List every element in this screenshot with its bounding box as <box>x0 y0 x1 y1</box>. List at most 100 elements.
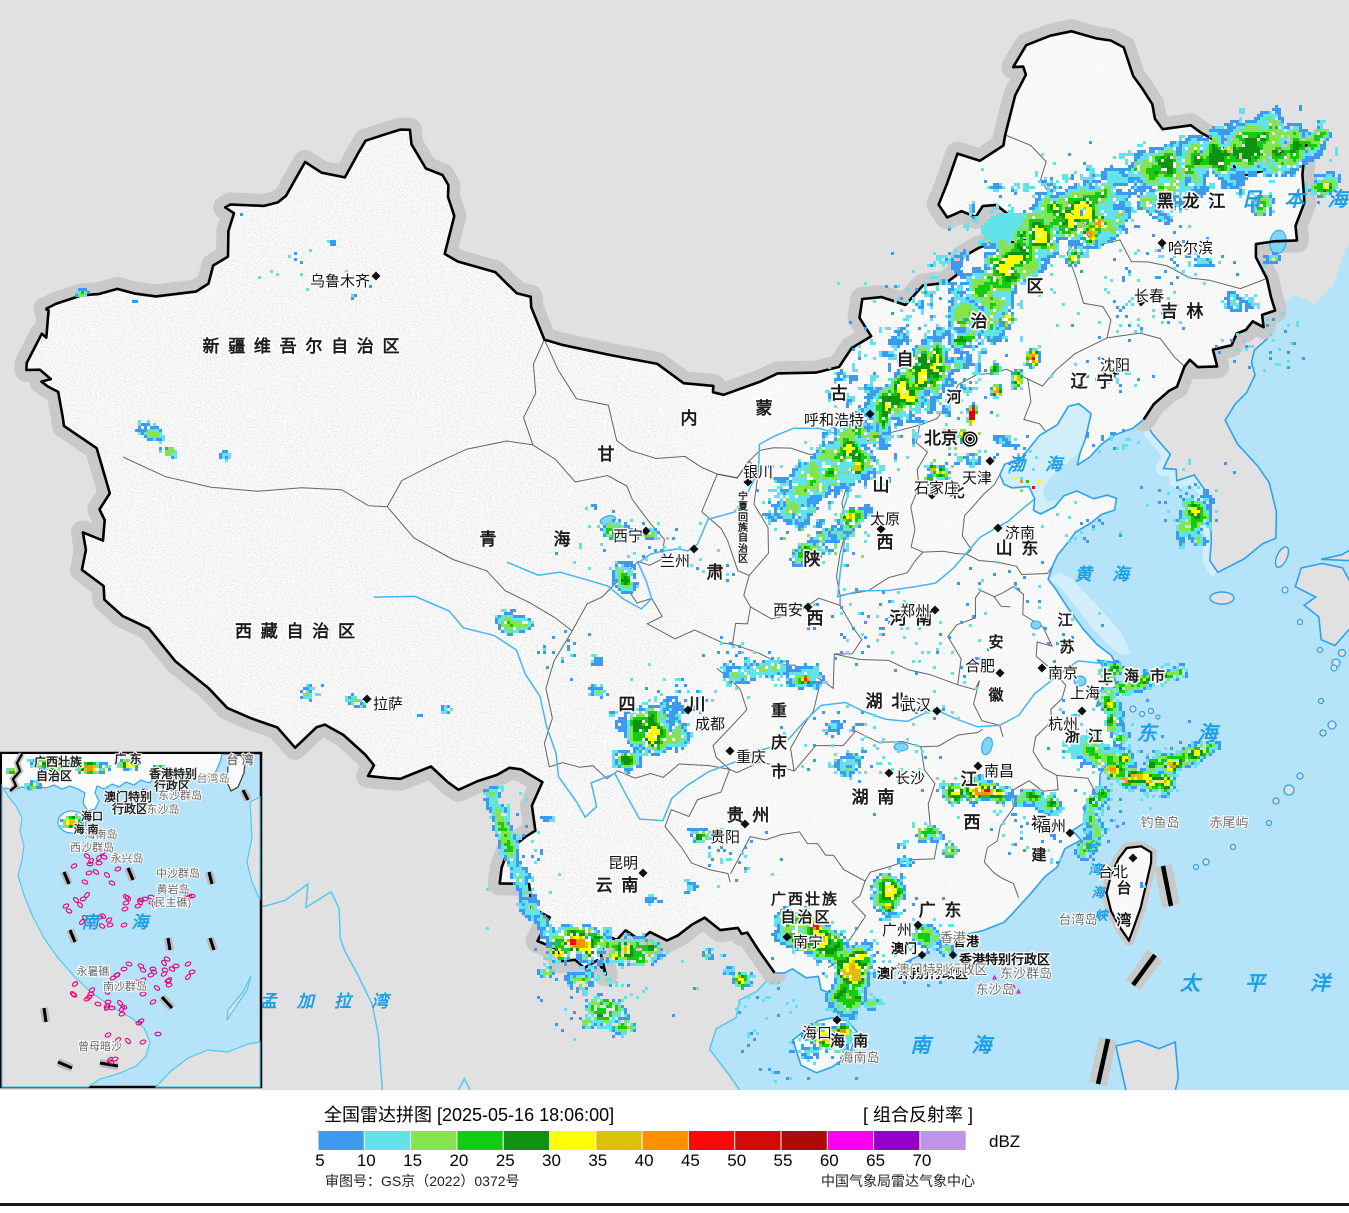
svg-text:东 海: 东 海 <box>1137 722 1236 745</box>
svg-text:dBZ: dBZ <box>989 1132 1020 1151</box>
svg-text:渤 海: 渤 海 <box>1008 455 1070 474</box>
svg-text:西宁: 西宁 <box>613 528 643 545</box>
svg-text:青: 青 <box>480 529 499 549</box>
svg-text:审图号：GS京（2022）0372号: 审图号：GS京（2022）0372号 <box>325 1173 520 1189</box>
svg-text:广 东: 广 东 <box>114 751 141 766</box>
svg-text:日 本 海: 日 本 海 <box>1242 188 1349 211</box>
svg-text:海口: 海口 <box>81 809 103 823</box>
svg-text:钓鱼岛: 钓鱼岛 <box>1140 815 1179 830</box>
svg-text:云 南: 云 南 <box>596 875 641 895</box>
svg-text:昆明: 昆明 <box>608 855 638 872</box>
svg-text:中沙群岛: 中沙群岛 <box>156 866 200 880</box>
svg-text:10: 10 <box>357 1151 376 1170</box>
svg-text:太原: 太原 <box>870 511 900 528</box>
svg-text:肃: 肃 <box>707 563 726 582</box>
svg-text:湾: 湾 <box>1116 911 1133 929</box>
svg-text:40: 40 <box>635 1151 654 1170</box>
svg-text:南 海: 南 海 <box>911 1034 1010 1057</box>
svg-text:北京: 北京 <box>924 428 958 448</box>
svg-text:建: 建 <box>1031 846 1048 864</box>
svg-text:西安: 西安 <box>773 602 803 619</box>
svg-text:湖 南: 湖 南 <box>852 787 897 807</box>
svg-text:赤尾屿: 赤尾屿 <box>1209 815 1248 830</box>
svg-text:永兴岛: 永兴岛 <box>111 851 144 865</box>
svg-text:区: 区 <box>1027 277 1046 296</box>
svg-text:南宁: 南宁 <box>793 934 823 951</box>
svg-text:海: 海 <box>554 529 573 549</box>
svg-text:重庆: 重庆 <box>736 749 766 766</box>
svg-text:西: 西 <box>964 813 983 832</box>
svg-text:拉萨: 拉萨 <box>373 696 403 713</box>
svg-text:东沙群岛: 东沙群岛 <box>1000 966 1052 981</box>
svg-text:台: 台 <box>1085 839 1099 854</box>
svg-text:区: 区 <box>738 553 748 565</box>
svg-text:广西壮族: 广西壮族 <box>771 890 839 908</box>
svg-text:海: 海 <box>1091 885 1106 900</box>
svg-text:自: 自 <box>897 349 916 369</box>
svg-text:银川: 银川 <box>743 464 773 481</box>
svg-text:陕: 陕 <box>804 549 823 569</box>
svg-text:海口: 海口 <box>802 1025 832 1042</box>
svg-text:古: 古 <box>831 383 850 403</box>
svg-text:东沙岛: 东沙岛 <box>975 982 1014 997</box>
svg-text:(民主礁): (民主礁) <box>151 895 191 909</box>
svg-text:南 海: 南 海 <box>82 913 163 932</box>
svg-text:海 南: 海 南 <box>73 822 98 836</box>
svg-text:新 疆 维 吾 尔 自 治 区: 新 疆 维 吾 尔 自 治 区 <box>202 336 401 356</box>
svg-text:曾母暗沙: 曾母暗沙 <box>78 1039 122 1053</box>
svg-text:黄 海: 黄 海 <box>1075 565 1137 584</box>
svg-text:徽: 徽 <box>987 686 1005 704</box>
svg-text:乌鲁木齐: 乌鲁木齐 <box>310 273 370 290</box>
svg-text:自: 自 <box>738 531 748 544</box>
svg-text:香港: 香港 <box>940 930 966 945</box>
svg-text:郑州: 郑州 <box>900 603 930 620</box>
svg-text:55: 55 <box>774 1151 793 1170</box>
svg-text:70: 70 <box>912 1151 931 1170</box>
svg-text:黄岩岛: 黄岩岛 <box>157 882 190 896</box>
svg-text:广西壮族: 广西壮族 <box>34 754 83 769</box>
svg-text:自治区: 自治区 <box>780 908 831 926</box>
svg-text:内: 内 <box>681 408 700 428</box>
svg-text:50: 50 <box>727 1151 746 1170</box>
svg-text:贵阳: 贵阳 <box>710 829 740 846</box>
svg-text:东沙群岛: 东沙群岛 <box>158 788 202 802</box>
svg-text:成都: 成都 <box>695 716 725 733</box>
svg-text:东沙岛: 东沙岛 <box>147 802 180 816</box>
svg-text:25: 25 <box>496 1151 515 1170</box>
svg-text:哈尔滨: 哈尔滨 <box>1168 240 1213 257</box>
svg-text:辽 宁: 辽 宁 <box>1071 371 1116 391</box>
svg-text:治: 治 <box>971 311 990 331</box>
svg-text:永暑礁: 永暑礁 <box>77 964 110 978</box>
svg-text:台: 台 <box>1116 879 1133 897</box>
svg-text:上海: 上海 <box>1070 685 1100 702</box>
svg-text:市: 市 <box>771 762 789 781</box>
svg-text:65: 65 <box>866 1151 885 1170</box>
svg-text:[ 组合反射率 ]: [ 组合反射率 ] <box>863 1105 973 1125</box>
svg-text:合肥: 合肥 <box>965 658 995 675</box>
svg-text:甘: 甘 <box>598 444 617 464</box>
svg-text:杭州: 杭州 <box>1048 716 1078 733</box>
svg-text:广 东: 广 东 <box>919 900 964 920</box>
svg-text:福州: 福州 <box>1036 818 1066 835</box>
svg-text:上海市: 上海市 <box>1098 667 1176 685</box>
svg-text:行政区: 行政区 <box>111 801 148 816</box>
svg-text:长沙: 长沙 <box>895 770 925 787</box>
svg-text:庆: 庆 <box>770 733 789 752</box>
svg-text:西沙群岛: 西沙群岛 <box>70 840 114 854</box>
svg-text:南京: 南京 <box>1048 665 1078 682</box>
svg-text:孟 加 拉 湾: 孟 加 拉 湾 <box>260 992 397 1011</box>
svg-text:江: 江 <box>1057 611 1074 629</box>
svg-text:广州: 广州 <box>882 922 912 939</box>
svg-text:15: 15 <box>403 1151 422 1170</box>
svg-text:台 湾: 台 湾 <box>226 752 253 767</box>
svg-text:南沙群岛: 南沙群岛 <box>103 979 147 993</box>
svg-text:澳门特别行政区: 澳门特别行政区 <box>896 962 987 977</box>
svg-text:海南岛: 海南岛 <box>840 1050 879 1065</box>
svg-text:中国气象局雷达气象中心: 中国气象局雷达气象中心 <box>821 1173 975 1189</box>
svg-text:台湾岛: 台湾岛 <box>197 771 230 785</box>
svg-text:澳门: 澳门 <box>891 941 917 956</box>
svg-text:江: 江 <box>961 770 980 789</box>
svg-text:45: 45 <box>681 1151 700 1170</box>
svg-text:长春: 长春 <box>1134 288 1164 305</box>
svg-text:35: 35 <box>588 1151 607 1170</box>
